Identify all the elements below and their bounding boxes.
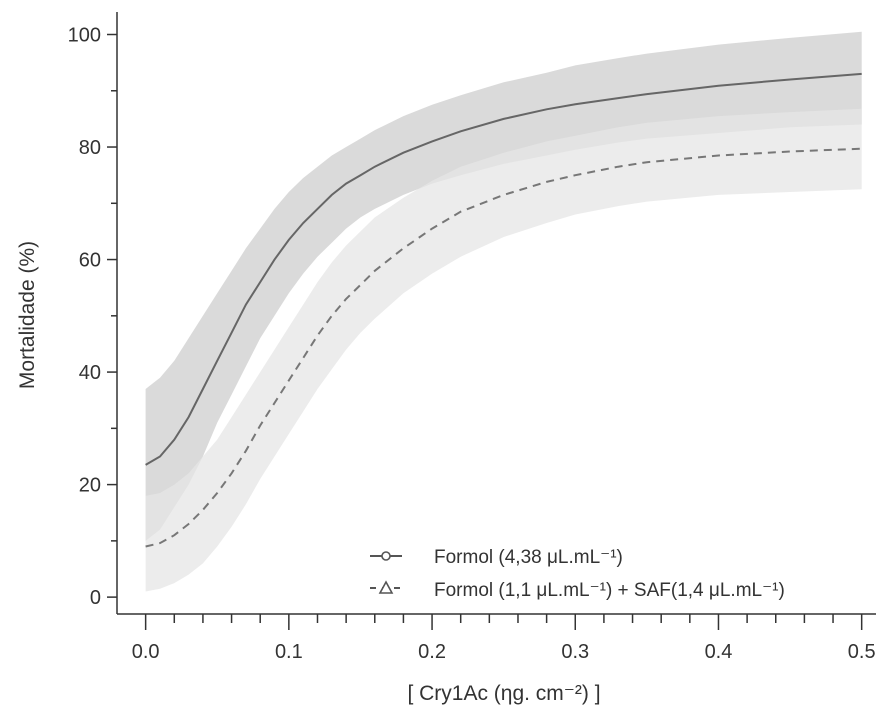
legend-circle-marker-icon [381, 551, 391, 561]
x-tick-label-4: 0.4 [705, 641, 733, 663]
y-tick-label-0: 0 [90, 587, 101, 609]
y-tick-label-4: 80 [79, 137, 101, 159]
legend-label-1: Formol (1,1 μL.mL⁻¹) + SAF(1,4 μL.mL⁻¹) [434, 580, 785, 601]
series-curves [145, 72, 862, 548]
y-tick-label-2: 40 [79, 362, 101, 384]
tick-labels: 0 20 40 60 80 100 0.0 0.1 0.2 0.3 0.4 0.5 [68, 25, 876, 663]
series-line-0 [145, 72, 862, 466]
y-axis-title: Mortalidade (%) [16, 241, 39, 389]
y-tick-label-3: 60 [79, 250, 101, 272]
x-tick-label-3: 0.3 [561, 641, 589, 663]
y-tick-label-5: 100 [68, 25, 101, 47]
legend-entry-0: Formol (4,38 μL.mL⁻¹) [370, 547, 623, 568]
confidence-band-1 [145, 108, 862, 592]
x-tick-label-1: 0.1 [275, 641, 303, 663]
confidence-band-0 [145, 31, 862, 541]
legend-entry-1: Formol (1,1 μL.mL⁻¹) + SAF(1,4 μL.mL⁻¹) [370, 580, 785, 601]
axes [116, 12, 876, 615]
x-tick-label-2: 0.2 [418, 641, 446, 663]
x-axis-title: [ Cry1Ac (ηg. cm⁻²) ] [407, 682, 600, 705]
series-line-1 [145, 147, 862, 548]
legend: Formol (4,38 μL.mL⁻¹) Formol (1,1 μL.mL⁻… [370, 547, 785, 601]
legend-triangle-marker-icon [378, 580, 394, 594]
confidence-bands [145, 31, 862, 592]
x-tick-label-5: 0.5 [848, 641, 876, 663]
tick-marks [107, 33, 863, 630]
x-tick-label-0: 0.0 [132, 641, 160, 663]
legend-label-0: Formol (4,38 μL.mL⁻¹) [434, 547, 623, 568]
y-tick-label-1: 20 [79, 475, 101, 497]
